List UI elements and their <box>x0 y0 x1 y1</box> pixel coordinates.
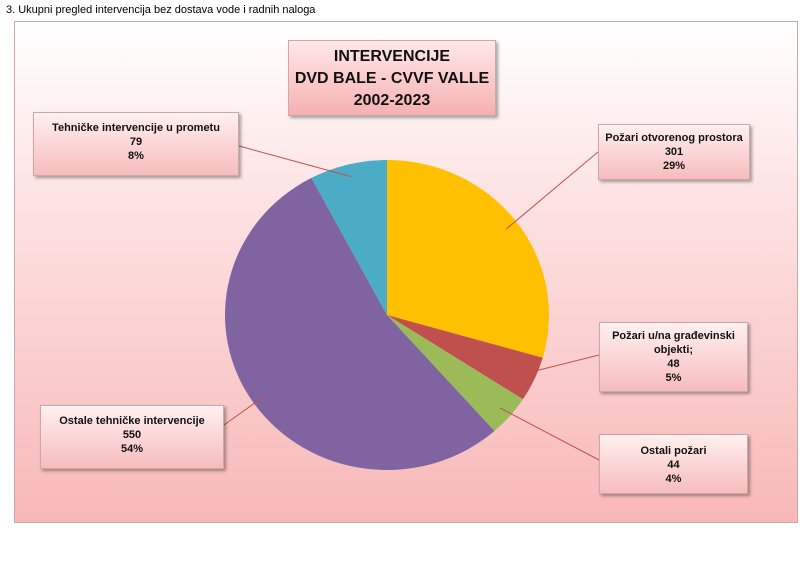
label-percent: 29% <box>662 160 686 172</box>
pie-slice <box>311 160 387 315</box>
label-value: 44 <box>667 459 680 471</box>
pie-slice <box>387 160 549 358</box>
chart-title: INTERVENCIJE DVD BALE - CVVF VALLE 2002-… <box>288 40 496 116</box>
label-value: 48 <box>667 358 680 370</box>
label-percent: 54% <box>120 443 144 455</box>
label-name: Ostale tehničke intervencije <box>59 415 205 427</box>
pie-slice <box>225 177 495 470</box>
label-pozari-otvorenog-prostora: Požari otvorenog prostora 301 29% <box>598 124 750 180</box>
pie-slice <box>387 315 523 431</box>
leader-line <box>499 407 600 461</box>
label-value: 301 <box>664 146 684 158</box>
label-percent: 5% <box>665 372 682 384</box>
leader-line <box>522 354 600 375</box>
label-percent: 8% <box>128 150 144 162</box>
label-name: Požari u/na građevinski objekti; <box>612 330 735 356</box>
pie-slice <box>387 315 543 400</box>
label-tehnicke-intervencije-u-prometu: Tehničke intervencije u prometu 79 8% <box>33 112 239 176</box>
label-name: Ostali požari <box>640 445 707 457</box>
page-caption: 3. Ukupni pregled intervencija bez dosta… <box>6 4 316 16</box>
label-name: Tehničke intervencije u prometu <box>52 122 220 134</box>
label-pozari-gradevinski-objekti: Požari u/na građevinski objekti; 48 5% <box>599 322 748 392</box>
label-name: Požari otvorenog prostora <box>605 132 743 144</box>
label-ostali-pozari: Ostali požari 44 4% <box>599 434 748 494</box>
label-value: 550 <box>122 429 142 441</box>
label-ostale-tehnicke-intervencije: Ostale tehničke intervencije 550 54% <box>40 405 224 469</box>
label-value: 79 <box>129 136 143 148</box>
leader-line <box>223 395 265 426</box>
label-percent: 4% <box>665 473 682 485</box>
leader-line <box>238 145 352 178</box>
title-line-3: 2002-2023 <box>353 92 431 109</box>
title-line-2: DVD BALE - CVVF VALLE <box>294 70 490 87</box>
leader-line <box>505 151 599 230</box>
title-line-1: INTERVENCIJE <box>333 48 451 65</box>
